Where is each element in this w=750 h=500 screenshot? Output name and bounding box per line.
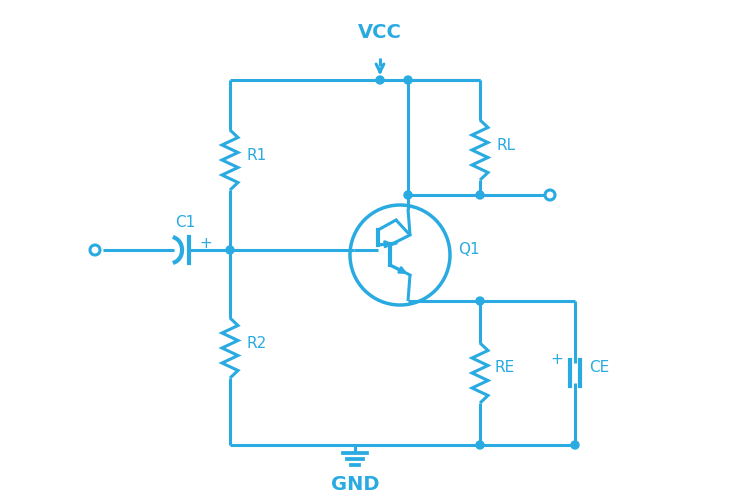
Circle shape (404, 76, 412, 84)
Text: RL: RL (496, 138, 515, 152)
Text: +: + (199, 236, 211, 250)
Circle shape (571, 441, 579, 449)
Text: GND: GND (331, 475, 380, 494)
Circle shape (404, 191, 412, 199)
Circle shape (226, 246, 234, 254)
Circle shape (376, 76, 384, 84)
Text: VCC: VCC (358, 23, 402, 42)
Text: +: + (550, 352, 563, 366)
Circle shape (476, 191, 484, 199)
Text: CE: CE (589, 360, 609, 376)
Text: C1: C1 (175, 215, 195, 230)
Circle shape (476, 297, 484, 305)
Text: Q1: Q1 (458, 242, 480, 258)
Text: R1: R1 (246, 148, 266, 162)
Text: RE: RE (495, 360, 515, 376)
Text: R2: R2 (246, 336, 266, 350)
Circle shape (476, 441, 484, 449)
